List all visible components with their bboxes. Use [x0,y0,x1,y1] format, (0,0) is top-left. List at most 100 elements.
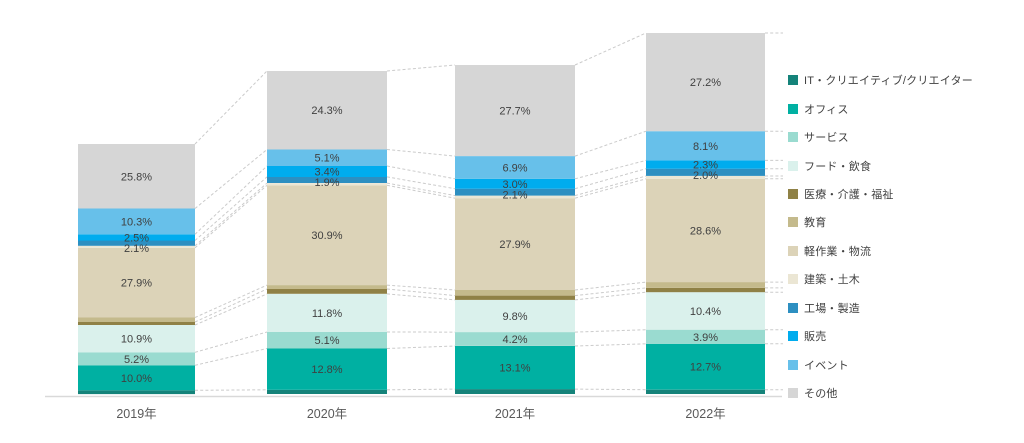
legend-label: 販売 [804,331,827,344]
series-connector-line [574,388,647,391]
data-label: 1.9% [314,177,339,189]
legend-swatch [788,132,798,143]
data-label: 2.3% [693,160,718,172]
series-connector-line [574,32,647,66]
segment [78,240,195,246]
data-label: 2.0% [693,170,718,182]
data-label: 3.9% [693,332,718,344]
series-connector-line [574,159,647,180]
data-label: 3.0% [502,179,527,191]
series-connector-line [194,149,268,209]
series-connector-line [194,184,268,249]
segment [646,287,765,293]
data-label: 2.1% [502,189,527,201]
series-connector-line [194,182,268,247]
series-connector-line [194,331,268,353]
legend-item: イベント [788,350,1024,378]
data-label: 9.8% [502,311,527,323]
legend-label: 建築・土木 [804,274,860,287]
segment [267,293,387,332]
segment [646,33,765,132]
data-label: 3.4% [314,166,339,178]
legend-item: 建築・土木 [788,265,1024,293]
segment [455,389,575,394]
legend-swatch [788,274,798,285]
data-label: 6.9% [502,162,527,174]
series-connector-line [386,149,456,157]
data-label: 24.3% [311,105,342,117]
data-label: 13.1% [499,362,530,374]
segment [646,168,765,176]
legend-swatch [788,245,798,256]
segment [646,343,765,390]
segment [646,329,765,344]
segment [455,65,575,157]
segment [646,176,765,179]
series-connector-line [574,175,647,197]
segment [455,299,575,333]
segment [646,282,765,288]
data-label: 10.9% [121,334,152,346]
data-label: 12.7% [690,362,721,374]
legend-swatch [788,388,798,399]
series-connector-line [574,287,647,297]
segment [455,188,575,196]
series-connector-line [386,64,456,72]
segment [646,131,765,161]
segment [267,183,387,186]
x-tick-label: 2021年 [495,407,535,421]
segment [78,234,195,241]
series-connector-line [386,165,456,180]
data-label: 28.6% [690,225,721,237]
segment [267,285,387,289]
series-connector-line [574,281,647,291]
data-label: 10.4% [690,306,721,318]
data-label: 5.1% [314,153,339,165]
segment [455,156,575,179]
series-connector-line [194,284,268,318]
series-connector-line [574,130,647,157]
segment [78,352,195,366]
segment [78,322,195,325]
data-label: 27.7% [499,106,530,118]
series-connector-line [386,345,456,349]
legend-swatch [788,160,798,171]
segment [455,195,575,199]
series-connector-line [386,388,456,391]
series-connector-line [194,70,268,145]
segment [78,144,195,209]
data-label: 27.2% [690,77,721,89]
x-tick-label: 2019年 [116,407,156,421]
series-connector-line [386,293,456,301]
bar-2022年 [646,33,765,394]
legend-label: 工場・製造 [804,302,860,315]
legend-swatch [788,103,798,114]
series-connector-line [574,178,647,199]
series-connector-line [574,168,647,190]
segment [646,160,765,169]
data-label: 5.1% [314,335,339,347]
segment [78,390,195,395]
segment [267,332,387,349]
legend-label: サービス [804,132,849,145]
data-label: 8.1% [693,141,718,153]
legend-label: イベント [804,359,849,372]
legend-swatch [788,188,798,199]
legend-label: IT・クリエイティブ/クリエイター [804,75,973,88]
legend-label: その他 [804,388,838,401]
bar-2021年 [455,65,575,394]
series-connector-line [574,329,647,333]
legend-item: オフィス [788,94,1024,122]
segment [455,332,575,346]
segment [78,317,195,322]
legend-label: オフィス [804,103,849,116]
bar-2019年 [78,144,195,395]
data-label: 12.8% [311,364,342,376]
series-connector-line [386,182,456,197]
data-label: 2.1% [124,243,149,255]
segment [267,389,387,394]
segment [267,166,387,177]
data-label: 27.9% [121,278,152,290]
